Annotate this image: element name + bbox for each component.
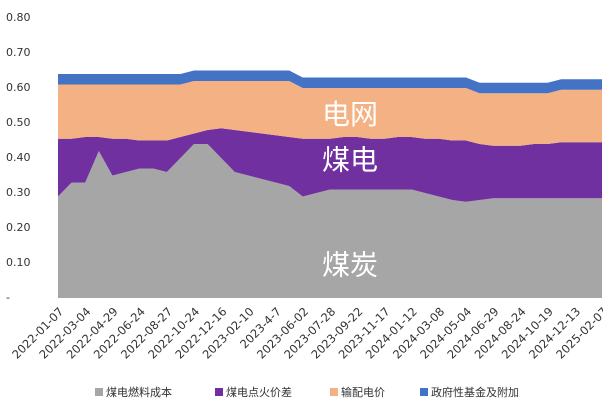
- legend-label: 输配电价: [341, 385, 385, 399]
- area: [58, 70, 602, 94]
- annotation: 煤炭: [322, 249, 378, 282]
- y-tick-label: 0.40: [6, 151, 31, 164]
- area: [58, 128, 602, 202]
- y-tick-label: 0.10: [6, 256, 31, 269]
- legend-label: 政府性基金及附加: [431, 385, 519, 399]
- y-tick-label: 0.70: [6, 46, 31, 59]
- legend-label: 煤电燃料成本: [106, 385, 172, 399]
- annotation: 煤电: [322, 144, 378, 177]
- legend-swatch: [420, 388, 428, 396]
- y-tick-label: 0.30: [6, 186, 31, 199]
- y-tick-label: 0.60: [6, 81, 31, 94]
- legend-swatch: [330, 388, 338, 396]
- legend-swatch: [95, 388, 103, 396]
- y-tick-label: 0.50: [6, 116, 31, 129]
- y-tick-label: 0.20: [6, 221, 31, 234]
- annotation: 电网: [322, 98, 378, 131]
- legend-label: 煤电点火价差: [226, 385, 292, 399]
- area: [58, 144, 602, 298]
- legend-swatch: [215, 388, 223, 396]
- area: [58, 81, 602, 146]
- y-tick-label: -: [6, 291, 10, 304]
- y-tick-label: 0.80: [6, 11, 31, 24]
